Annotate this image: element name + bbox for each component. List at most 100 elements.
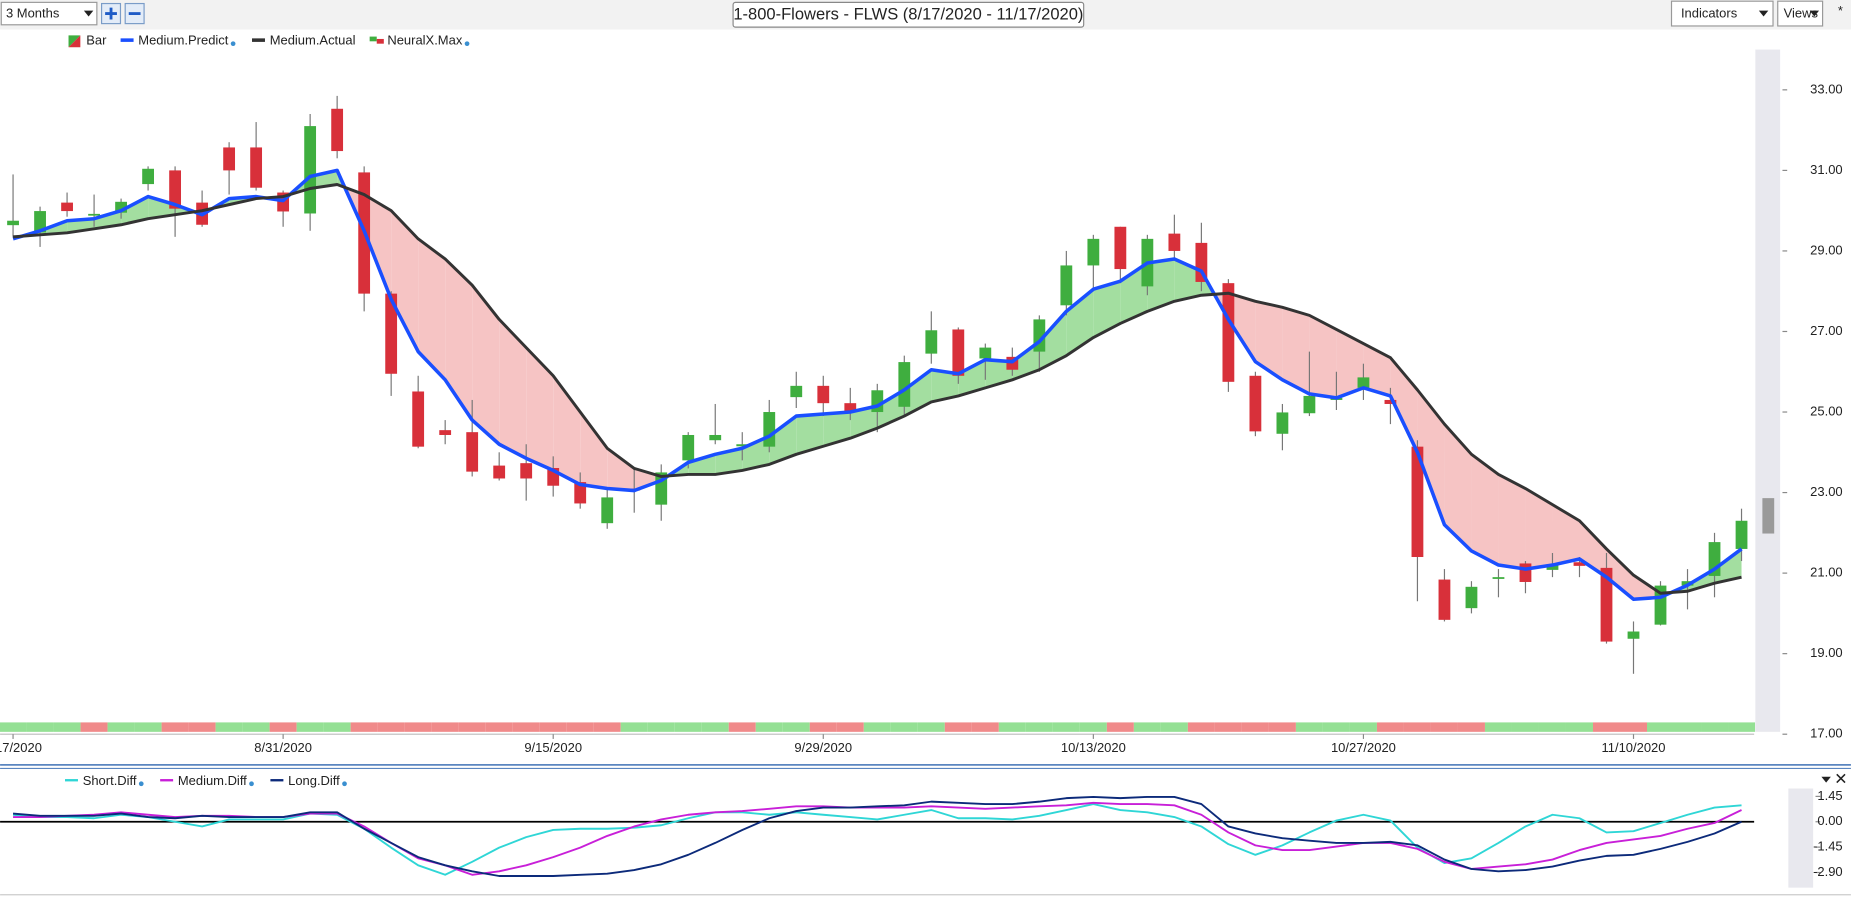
spread-fill: [1498, 474, 1526, 570]
zoom-out-button[interactable]: [124, 2, 145, 25]
panel-close-button[interactable]: [1836, 773, 1846, 784]
series-line: [12, 795, 1742, 877]
y-tick-label: 1.45: [1817, 788, 1842, 803]
dropdown-arrow[interactable]: [1758, 10, 1769, 17]
y-tick-label: 33.00: [1810, 81, 1842, 96]
dropdown-label[interactable]: Indicators: [1681, 6, 1738, 21]
signal-segment: [1430, 722, 1458, 732]
signal-segment: [1647, 722, 1675, 732]
signal-segment: [620, 722, 648, 732]
panel-menu-button[interactable]: [1821, 776, 1831, 783]
signal-segment: [1592, 722, 1620, 732]
signal-segment: [1079, 722, 1107, 732]
dropdown-arrow[interactable]: [83, 10, 94, 17]
signal-segment: [998, 722, 1026, 732]
dropdown-label[interactable]: Views: [1784, 6, 1819, 21]
spread-fill: [688, 454, 716, 475]
scrollbar-track[interactable]: [1788, 788, 1814, 888]
candle-body: [574, 482, 587, 504]
spread-fill: [1525, 488, 1553, 570]
indicators-dropdown[interactable]: Indicators: [1670, 0, 1774, 27]
signal-segment: [80, 722, 108, 732]
spread-fill: [418, 238, 446, 380]
candle-body: [979, 347, 992, 359]
signal-segment: [53, 722, 81, 732]
spread-fill: [526, 347, 554, 471]
candle-body: [871, 390, 884, 413]
signal-segment: [755, 722, 783, 732]
signal-segment: [809, 722, 837, 732]
signal-segment: [1052, 722, 1080, 732]
candle-body: [7, 220, 19, 226]
legend-icon: [369, 36, 377, 42]
candle-body: [763, 412, 776, 447]
candle-body: [682, 434, 695, 461]
candle-body: [736, 444, 749, 447]
dropdown-box[interactable]: [0, 1, 98, 26]
candle-body: [142, 168, 154, 185]
signal-segment: [377, 722, 405, 732]
candle-body: [1411, 446, 1424, 558]
signal-segment: [1484, 722, 1512, 732]
spread-fill: [1363, 343, 1391, 396]
signal-segment: [134, 722, 162, 732]
signal-segment: [971, 722, 999, 732]
candle-body: [115, 201, 127, 213]
scrollbar-track[interactable]: [1755, 49, 1781, 732]
signal-segment: [323, 722, 351, 732]
views-dropdown[interactable]: Views: [1777, 0, 1824, 27]
dropdown-label[interactable]: 3 Months: [6, 6, 60, 21]
spread-fill: [769, 416, 797, 465]
candle-body: [1546, 564, 1559, 570]
y-tick-label: -1.45: [1813, 839, 1843, 854]
candle-body: [898, 362, 911, 407]
signal-segment: [1457, 722, 1485, 732]
signal-segment: [0, 722, 27, 732]
spread-fill: [1066, 289, 1094, 356]
modified-marker: *: [1838, 3, 1843, 18]
candle-body: [385, 293, 398, 374]
signal-segment: [188, 722, 216, 732]
candle-body: [952, 329, 965, 376]
signal-segment: [1403, 722, 1431, 732]
legend-label: Bar: [86, 33, 107, 48]
signal-segment: [458, 722, 486, 732]
dropdown-box[interactable]: [1670, 0, 1774, 27]
signal-segment: [701, 722, 729, 732]
signal-segment: [1025, 722, 1053, 732]
x-tick-label: 11/10/2020: [1602, 740, 1666, 755]
y-tick-label: -2.90: [1813, 864, 1843, 879]
signal-segment: [539, 722, 567, 732]
candle-body: [925, 330, 938, 354]
spread-fill: [391, 210, 419, 352]
candle-body: [1492, 577, 1505, 579]
spread-fill: [1282, 307, 1310, 394]
range-dropdown[interactable]: 3 Months: [0, 1, 98, 26]
candle-body: [34, 211, 46, 233]
spread-fill: [1444, 424, 1472, 551]
plus-icon[interactable]: [105, 7, 117, 20]
spread-fill: [1039, 311, 1067, 370]
spread-fill: [94, 210, 122, 229]
signal-segment: [593, 722, 621, 732]
candle-body: [88, 213, 100, 216]
scrollbar-thumb[interactable]: [1762, 498, 1775, 534]
spread-fill: [1255, 301, 1283, 380]
zoom-in-button[interactable]: [100, 2, 122, 25]
spread-fill: [499, 319, 527, 459]
info-icon: [342, 781, 347, 787]
signal-segment: [1160, 722, 1188, 732]
signal-segment: [1728, 722, 1756, 732]
signal-segment: [161, 722, 189, 732]
signal-segment: [674, 722, 702, 732]
spread-fill: [1336, 329, 1364, 398]
signal-segment: [1214, 722, 1242, 732]
x-tick-label: 10/27/2020: [1331, 740, 1396, 755]
spread-fill: [580, 412, 608, 489]
legend-icon: [376, 38, 384, 44]
spread-fill: [1714, 548, 1742, 584]
candle-body: [1249, 375, 1262, 432]
dropdown-arrow[interactable]: [1809, 10, 1820, 17]
